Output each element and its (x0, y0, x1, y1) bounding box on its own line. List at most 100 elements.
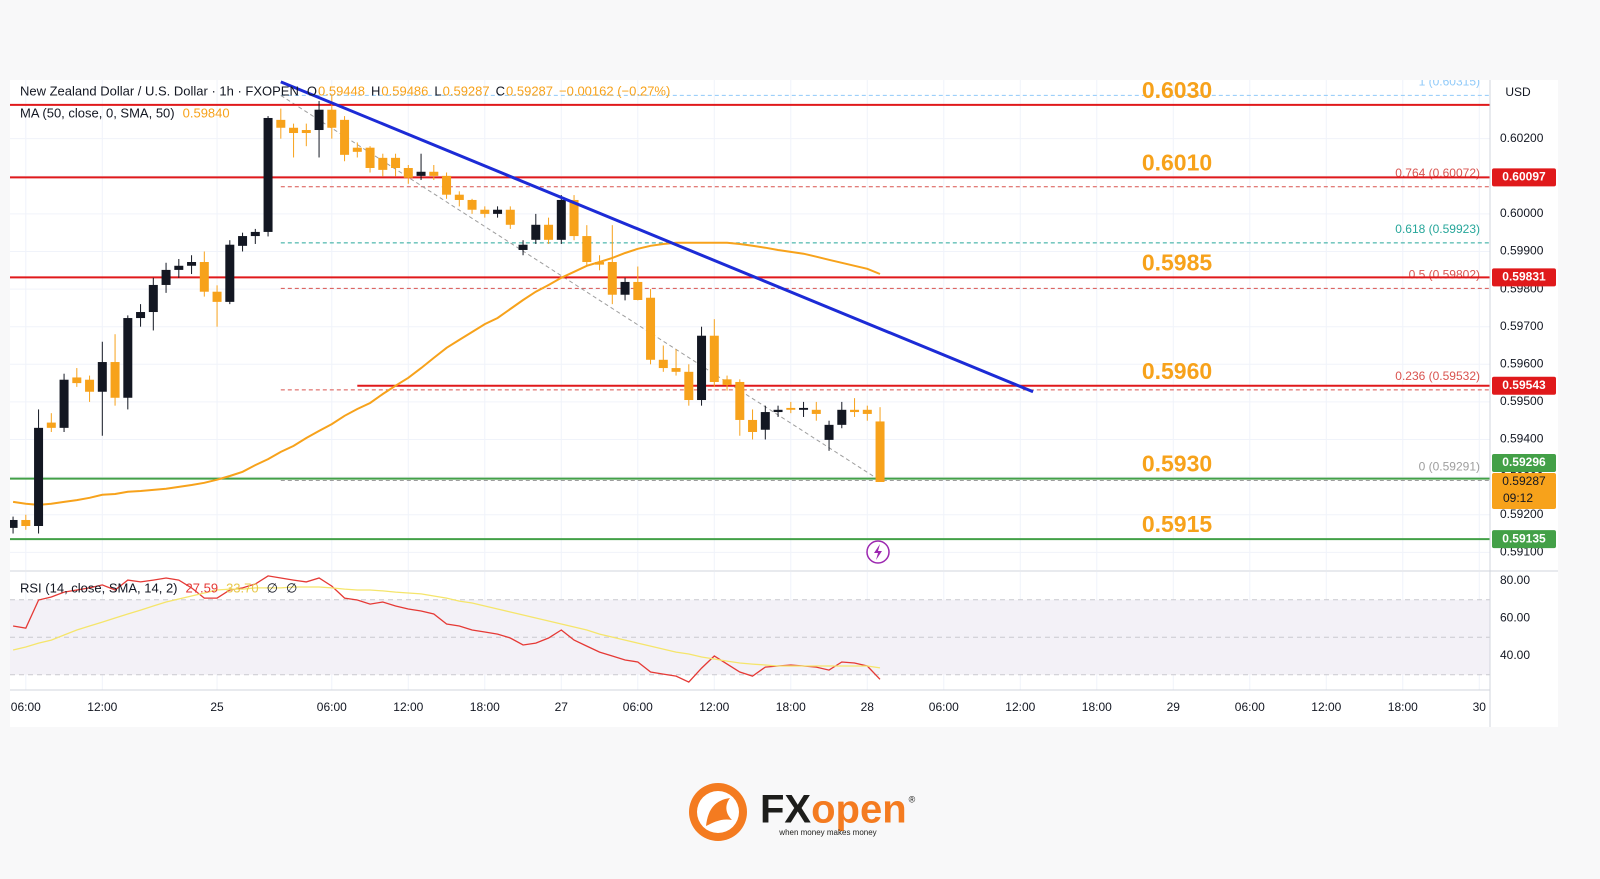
logo-open: open (811, 788, 907, 832)
price-tag-label: 0.59296 (1502, 455, 1546, 469)
candle-body (85, 379, 95, 392)
candle-body (722, 379, 732, 385)
candle-body (620, 281, 630, 295)
candle-body (454, 194, 464, 200)
candle-body (21, 519, 31, 527)
rsi-legend-value: ∅ (267, 580, 278, 595)
candle-body (327, 109, 337, 128)
rsi-legend-value: 33.70 (226, 580, 259, 595)
candle-body (760, 412, 770, 430)
candle-body (148, 284, 158, 313)
candle-body (72, 377, 82, 384)
rsi-line (12, 575, 881, 683)
price-tag (1492, 268, 1556, 287)
x-tick-label: 25 (210, 700, 224, 714)
logo-registered: ® (909, 794, 916, 804)
candle-body (658, 359, 668, 369)
candle-body (403, 167, 413, 178)
candle-body (238, 236, 248, 246)
logo: FX open ® when money makes money (689, 783, 916, 841)
candle-body (174, 265, 184, 270)
candle-body (391, 157, 401, 168)
ohlc-value: 0.59486 (381, 83, 428, 98)
candle-body (467, 199, 477, 210)
candle-body (582, 236, 592, 263)
candle-body (97, 362, 107, 392)
level-label: 0.5960 (1142, 358, 1212, 384)
x-tick-label: 12:00 (87, 700, 117, 714)
candle-body (378, 157, 388, 170)
level-label: 0.6010 (1142, 149, 1212, 175)
y-tick-label: 0.59500 (1500, 394, 1544, 408)
price-tag (1492, 376, 1556, 395)
ohlc-letter: H (371, 83, 380, 98)
ohlc-value: 0.59287 (443, 83, 490, 98)
level-label: 0.5930 (1142, 451, 1212, 477)
rsi-tick-label: 80.00 (1500, 573, 1530, 587)
x-tick-label: 29 (1167, 700, 1181, 714)
candle-body (314, 109, 324, 131)
rsi-tick-label: 60.00 (1500, 611, 1530, 625)
candle-body (442, 175, 452, 195)
x-tick-label: 30 (1473, 700, 1487, 714)
candle-body (301, 130, 311, 134)
logo-tagline: when money makes money (778, 828, 876, 837)
candle-body (59, 379, 69, 428)
candle-body (480, 209, 490, 214)
price-tag-label: 0.59543 (1502, 378, 1546, 392)
x-tick-label: 18:00 (470, 700, 500, 714)
x-tick-label: 18:00 (1082, 700, 1112, 714)
alert-icon[interactable] (866, 540, 890, 564)
moving-average (12, 241, 881, 506)
y-tick-label: 0.60200 (1500, 131, 1544, 145)
price-tag-label: 0.59831 (1502, 270, 1546, 284)
candle-body (850, 409, 860, 413)
legend-title: New Zealand Dollar / U.S. Dollar · 1h · … (20, 83, 299, 98)
x-tick-label: 06:00 (929, 700, 959, 714)
candle-body (493, 209, 503, 214)
fib-label: 0.236 (0.59532) (1395, 369, 1480, 383)
x-tick-label: 18:00 (776, 700, 806, 714)
candle-body (709, 335, 719, 382)
countdown-label: 09:12 (1503, 491, 1533, 505)
level-label: 0.6030 (1142, 77, 1212, 103)
y-tick-label: 0.60000 (1500, 206, 1544, 220)
candle-body (518, 244, 528, 250)
candle-body (569, 199, 579, 237)
candle-body (505, 209, 515, 225)
candle-body (352, 147, 362, 152)
candle-body (671, 368, 681, 372)
candle-body (263, 117, 273, 232)
rsi-legend-name: RSI (14, close, SMA, 14, 2) (20, 580, 178, 595)
candle-body (416, 171, 426, 176)
ohlc-letter: O (307, 83, 317, 98)
candle-body (289, 127, 299, 134)
candle-body (773, 409, 783, 413)
rsi-legend-value: ∅ (286, 580, 297, 595)
logo-fx: FX (760, 788, 811, 832)
price-tag-label: 0.60097 (1502, 170, 1546, 184)
candle-body (646, 297, 656, 360)
candle-body (697, 335, 707, 401)
ohlc-value: 0.59448 (318, 83, 365, 98)
candle-body (531, 224, 541, 240)
candle-body (429, 171, 439, 176)
x-tick-label: 06:00 (1235, 700, 1265, 714)
candle-body (595, 262, 605, 265)
candle-body (607, 262, 617, 295)
ma-legend-value: 0.59840 (183, 105, 230, 120)
candle-body (10, 519, 18, 528)
x-tick-label: 06:00 (11, 700, 41, 714)
current-price-tag (1492, 473, 1556, 510)
ohlc-value: 0.59287 (506, 83, 553, 98)
candle-body (735, 381, 745, 420)
candle-body (123, 318, 133, 398)
candle-body (34, 427, 44, 527)
y-tick-label: 0.59600 (1500, 356, 1544, 370)
x-tick-label: 18:00 (1388, 700, 1418, 714)
rsi-legend-value: 27.59 (186, 580, 219, 595)
candle-body (187, 262, 197, 266)
candle-body (276, 119, 286, 128)
